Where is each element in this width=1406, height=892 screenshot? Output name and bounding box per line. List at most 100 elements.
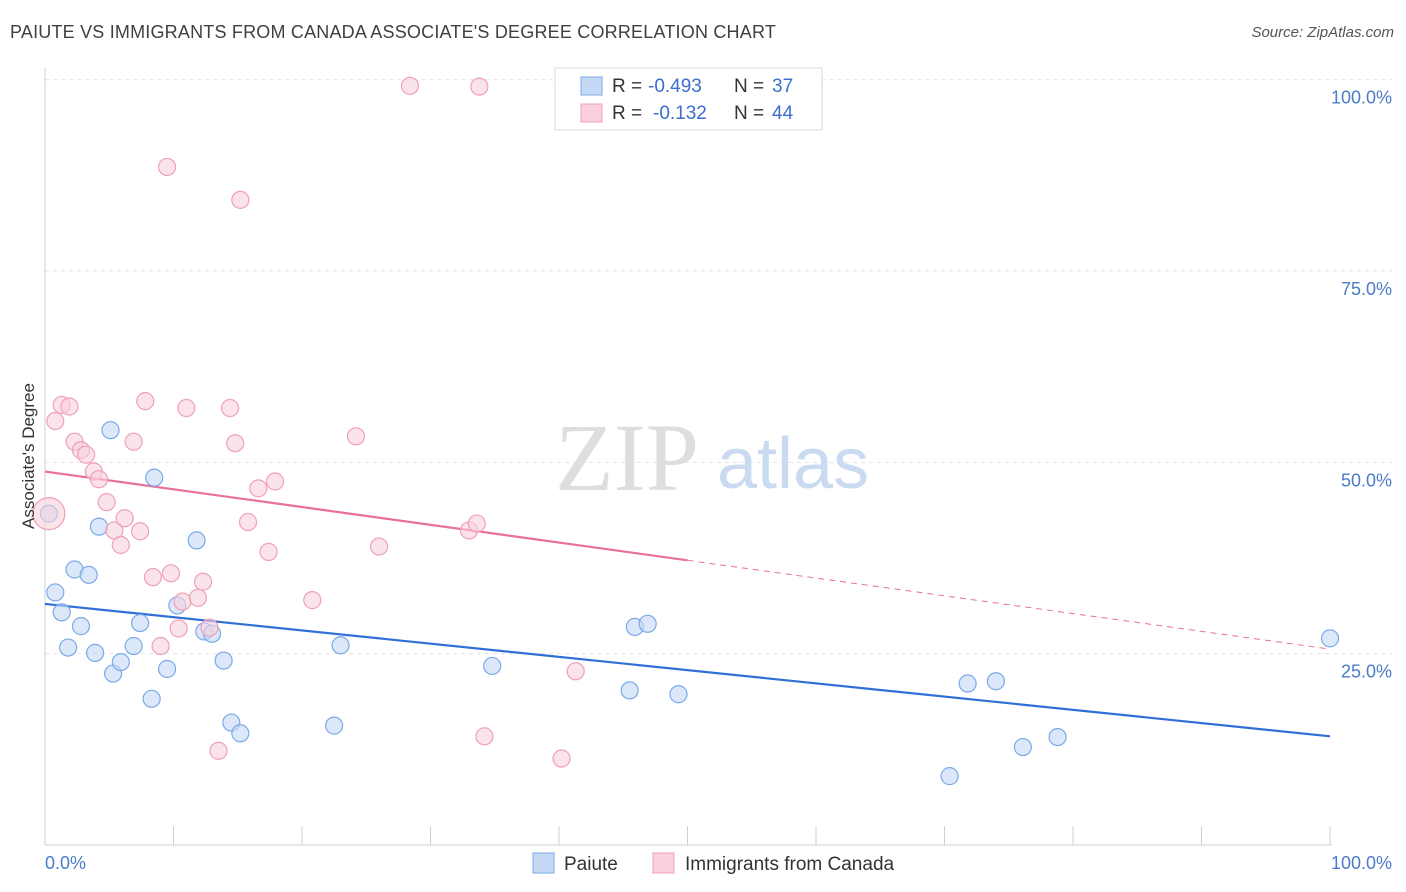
point-paiute [187, 531, 206, 550]
point-canada [173, 592, 192, 611]
point-canada [249, 479, 268, 498]
x-ticks [44, 826, 1331, 845]
legend-swatch-canada [652, 852, 675, 874]
watermark: ZIP atlas [555, 404, 869, 511]
y-tick-label: 75.0% [1341, 279, 1392, 299]
point-paiute [620, 681, 639, 700]
point-paiute [940, 767, 959, 786]
point-paiute [145, 468, 164, 487]
trend-lines [44, 470, 1331, 738]
point-paiute [130, 613, 150, 633]
y-tick-label: 25.0% [1341, 662, 1392, 682]
point-paiute [86, 643, 105, 663]
stats-n-value-2: 44 [772, 103, 794, 124]
trend-line-dashed-1 [687, 559, 1331, 650]
point-paiute [331, 636, 350, 655]
point-canada [209, 741, 228, 760]
point-paiute [1320, 629, 1340, 648]
point-canada [124, 432, 143, 451]
point-paiute [101, 421, 120, 440]
x-tick-label-max: 100.0% [1331, 853, 1392, 873]
stats-r-label-2: R = [612, 103, 642, 124]
point-canada [32, 497, 66, 531]
point-paiute [483, 656, 502, 676]
point-canada [143, 568, 163, 587]
trend-line-0 [44, 602, 1331, 738]
stats-r-value-1: -0.493 [648, 76, 702, 97]
point-canada [193, 572, 213, 591]
legend-label-paiute: Paiute [564, 854, 618, 875]
point-canada [470, 77, 489, 96]
point-canada [177, 398, 196, 418]
x-tick-label-min: 0.0% [45, 853, 86, 873]
point-canada [566, 662, 585, 681]
point-canada [226, 434, 245, 453]
point-paiute [142, 689, 161, 708]
point-paiute [325, 716, 344, 735]
point-canada [130, 522, 150, 541]
stats-r-value-2: -0.132 [653, 103, 707, 124]
point-paiute [89, 517, 109, 536]
point-canada [200, 618, 219, 637]
point-paiute [124, 636, 143, 656]
point-canada [259, 542, 278, 561]
point-paiute [958, 674, 977, 693]
y-tick-labels: 25.0% 50.0% 75.0% 100.0% [1331, 88, 1392, 682]
chart-title: PAIUTE VS IMMIGRANTS FROM CANADA ASSOCIA… [10, 22, 777, 42]
point-canada [552, 749, 571, 768]
point-canada [265, 472, 285, 491]
legend: Paiute Immigrants from Canada [532, 852, 895, 875]
point-paiute [79, 565, 98, 584]
point-paiute [1048, 727, 1067, 747]
y-tick-label: 100.0% [1331, 88, 1392, 108]
point-paiute [157, 659, 177, 679]
point-canada [151, 636, 170, 656]
grid-lines [45, 79, 1392, 655]
watermark-atlas: atlas [717, 424, 869, 504]
point-paiute [71, 617, 91, 636]
point-canada [220, 398, 240, 418]
source-label: Source: ZipAtlas.com [1251, 24, 1394, 41]
stats-swatch-canada [580, 103, 603, 123]
point-paiute [231, 724, 250, 743]
point-canada [231, 190, 250, 209]
point-canada [115, 509, 134, 528]
stats-swatch-paiute [580, 76, 603, 96]
point-canada [238, 512, 258, 532]
point-canada [77, 445, 96, 464]
point-canada [475, 727, 494, 746]
watermark-zip: ZIP [555, 404, 699, 511]
point-paiute [986, 672, 1006, 691]
point-paiute [638, 614, 657, 633]
point-paiute [52, 603, 71, 622]
stats-r-label-1: R = [612, 76, 642, 97]
legend-swatch-paiute [532, 852, 555, 874]
point-canada [303, 591, 322, 610]
point-canada [157, 157, 177, 177]
point-canada [370, 537, 389, 556]
point-canada [346, 427, 366, 446]
point-canada [188, 588, 208, 607]
stats-n-label-1: N = [734, 76, 764, 97]
point-canada [97, 493, 116, 512]
point-paiute [669, 685, 688, 704]
point-canada [60, 397, 79, 416]
data-points [32, 76, 1340, 786]
stats-n-label-2: N = [734, 103, 764, 124]
point-canada [161, 564, 181, 583]
point-canada [400, 76, 420, 95]
point-canada [136, 392, 155, 411]
point-paiute [111, 652, 130, 672]
stats-box: R = -0.493 N = 37 R = -0.132 N = 44 [554, 67, 823, 131]
point-canada [89, 470, 109, 489]
point-canada [46, 411, 65, 431]
axes [44, 68, 1332, 846]
point-paiute [46, 583, 65, 602]
y-axis-title: Associate's Degree [19, 383, 38, 529]
point-canada [467, 514, 486, 533]
point-canada [169, 619, 188, 638]
point-canada [111, 535, 130, 555]
legend-label-canada: Immigrants from Canada [685, 854, 895, 875]
point-paiute [59, 638, 78, 657]
